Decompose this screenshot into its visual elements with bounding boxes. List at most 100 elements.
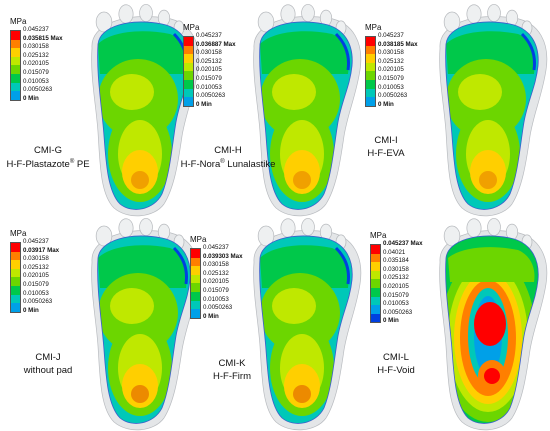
toe-1 bbox=[95, 225, 113, 247]
pressure-contours bbox=[97, 236, 191, 424]
legend-value: 0.015079 bbox=[23, 281, 49, 288]
pressure-contours bbox=[445, 236, 539, 424]
legend-value: 0.0050263 bbox=[23, 298, 53, 306]
registered-mark: ® bbox=[69, 158, 75, 165]
legend-swatch-7 bbox=[11, 294, 20, 304]
legend-value: 0.038185 Max bbox=[378, 40, 418, 48]
legend-value: 0.020105 bbox=[196, 66, 222, 74]
toe-2 bbox=[118, 218, 134, 238]
legend-colorbar bbox=[10, 30, 21, 101]
legend-value: 0.045237 bbox=[203, 244, 229, 251]
toe-1 bbox=[95, 11, 113, 33]
legend-value: 0.010053 bbox=[23, 289, 49, 297]
pressure-map-j bbox=[91, 218, 200, 431]
legend-value: 0.045237 bbox=[23, 26, 49, 33]
legend-swatch-6 bbox=[191, 291, 200, 301]
legend-value: 0.015079 bbox=[23, 69, 49, 76]
legend-swatch-9 bbox=[371, 313, 380, 323]
caption-i: CMI-I H-F-EVA bbox=[367, 135, 404, 161]
caption-code: CMI-G bbox=[34, 145, 62, 156]
legend-value: 0.0050263 bbox=[383, 308, 413, 316]
legend-value: 0.045237 bbox=[196, 32, 222, 39]
material-name: H-F-Plastazote bbox=[6, 158, 70, 170]
toe-3 bbox=[139, 218, 153, 236]
legend-swatch-8 bbox=[11, 303, 20, 312]
legend-value: 0.03917 Max bbox=[23, 246, 60, 254]
legend-swatch-4 bbox=[11, 268, 20, 278]
legend-value: 0.030158 bbox=[23, 43, 49, 51]
legend-unit: MPa bbox=[370, 231, 387, 240]
legend-value: 0.045237 bbox=[23, 238, 49, 245]
toe-3 bbox=[487, 218, 501, 236]
caption-material: H-F-Nora® Lunalastike bbox=[181, 158, 276, 172]
legend-value: 0.035184 bbox=[383, 257, 409, 265]
caption-material: H-F-Void bbox=[377, 365, 414, 378]
pressure-map-i bbox=[439, 4, 548, 217]
legend-colorbar bbox=[190, 248, 201, 319]
legend-swatch-5 bbox=[371, 279, 380, 288]
legend-unit: MPa bbox=[365, 23, 382, 32]
legend-colorbar bbox=[10, 242, 21, 313]
legend-colorbar bbox=[370, 244, 381, 324]
legend-swatch-7 bbox=[191, 300, 200, 310]
legend-value: 0.0050263 bbox=[23, 86, 53, 94]
legend-unit: MPa bbox=[190, 235, 207, 244]
pressure-map-g bbox=[91, 4, 200, 217]
legend-value: 0.045237 Max bbox=[383, 240, 423, 247]
legend-swatch-4 bbox=[11, 56, 20, 66]
legend-value: 0.025132 bbox=[378, 57, 404, 65]
caption-g: CMI-G H-F-Plastazote® PE bbox=[6, 145, 89, 172]
legend-swatch-5 bbox=[11, 277, 20, 286]
legend-swatch-1 bbox=[366, 37, 375, 46]
legend-swatch-4 bbox=[371, 270, 380, 280]
legend-value: 0.0050263 bbox=[196, 92, 226, 100]
legend-swatch-2 bbox=[184, 45, 193, 55]
legend-colorbar bbox=[365, 36, 376, 107]
legend-value: 0.030158 bbox=[203, 261, 229, 269]
legend-swatch-6 bbox=[11, 73, 20, 83]
caption-code: CMI-K bbox=[218, 358, 246, 369]
legend-swatch-3 bbox=[11, 260, 20, 269]
pressure-map-h bbox=[253, 4, 362, 217]
legend-swatch-5 bbox=[11, 65, 20, 74]
legend-swatch-7 bbox=[184, 88, 193, 98]
caption-material: H-F-EVA bbox=[367, 148, 404, 161]
legend-value: 0.025132 bbox=[383, 274, 409, 282]
toe-1 bbox=[443, 225, 461, 247]
legend-value: 0.010053 bbox=[378, 83, 404, 91]
legend-value: 0.010053 bbox=[383, 300, 409, 308]
legend-unit: MPa bbox=[10, 229, 27, 238]
legend-value: 0.025132 bbox=[23, 263, 49, 271]
pressure-contours bbox=[97, 22, 191, 210]
legend-swatch-1 bbox=[371, 245, 380, 254]
material-name: without pad bbox=[23, 364, 73, 376]
legend-value: 0 Min bbox=[23, 306, 39, 314]
legend-value: 0.010053 bbox=[196, 83, 222, 91]
legend-value: 0.025132 bbox=[196, 57, 222, 65]
legend-swatch-2 bbox=[366, 45, 375, 55]
caption-material: without pad bbox=[24, 365, 73, 378]
legend-value: 0.0050263 bbox=[203, 304, 233, 312]
caption-code: CMI-J bbox=[35, 352, 61, 363]
material-name: H-F-Void bbox=[377, 364, 415, 376]
legend-value: 0.020105 bbox=[23, 60, 49, 68]
material-suffix: PE bbox=[74, 158, 90, 170]
legend-swatch-2 bbox=[11, 39, 20, 49]
pressure-contours bbox=[259, 236, 353, 424]
registered-mark: ® bbox=[220, 158, 225, 165]
legend-swatch-4 bbox=[184, 62, 193, 72]
legend-swatch-2 bbox=[11, 251, 20, 261]
legend-swatch-6 bbox=[11, 285, 20, 295]
legend-swatch-8 bbox=[184, 97, 193, 106]
legend-swatch-4 bbox=[191, 274, 200, 284]
toe-3 bbox=[301, 4, 315, 22]
legend-swatch-2 bbox=[371, 253, 380, 263]
legend-value: 0.030158 bbox=[23, 255, 49, 263]
caption-code: CMI-H bbox=[214, 145, 242, 156]
legend-unit: MPa bbox=[183, 23, 200, 32]
legend-value: 0.015079 bbox=[383, 291, 409, 299]
legend-value: 0.020105 bbox=[203, 278, 229, 286]
legend-value: 0.030158 bbox=[196, 49, 222, 57]
caption-code: CMI-L bbox=[383, 352, 409, 363]
toe-3 bbox=[139, 4, 153, 22]
